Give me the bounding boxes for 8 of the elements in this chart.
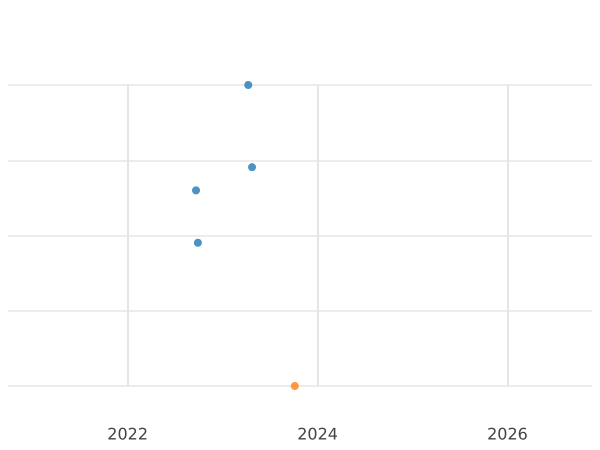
x-tick-label: 2024 — [297, 424, 338, 444]
x-tick-label: 2026 — [487, 424, 528, 444]
point — [248, 163, 256, 172]
point — [192, 186, 200, 194]
point — [194, 238, 202, 247]
x-tick-label: 2022 — [107, 424, 148, 444]
point — [290, 382, 299, 390]
point — [244, 81, 252, 89]
